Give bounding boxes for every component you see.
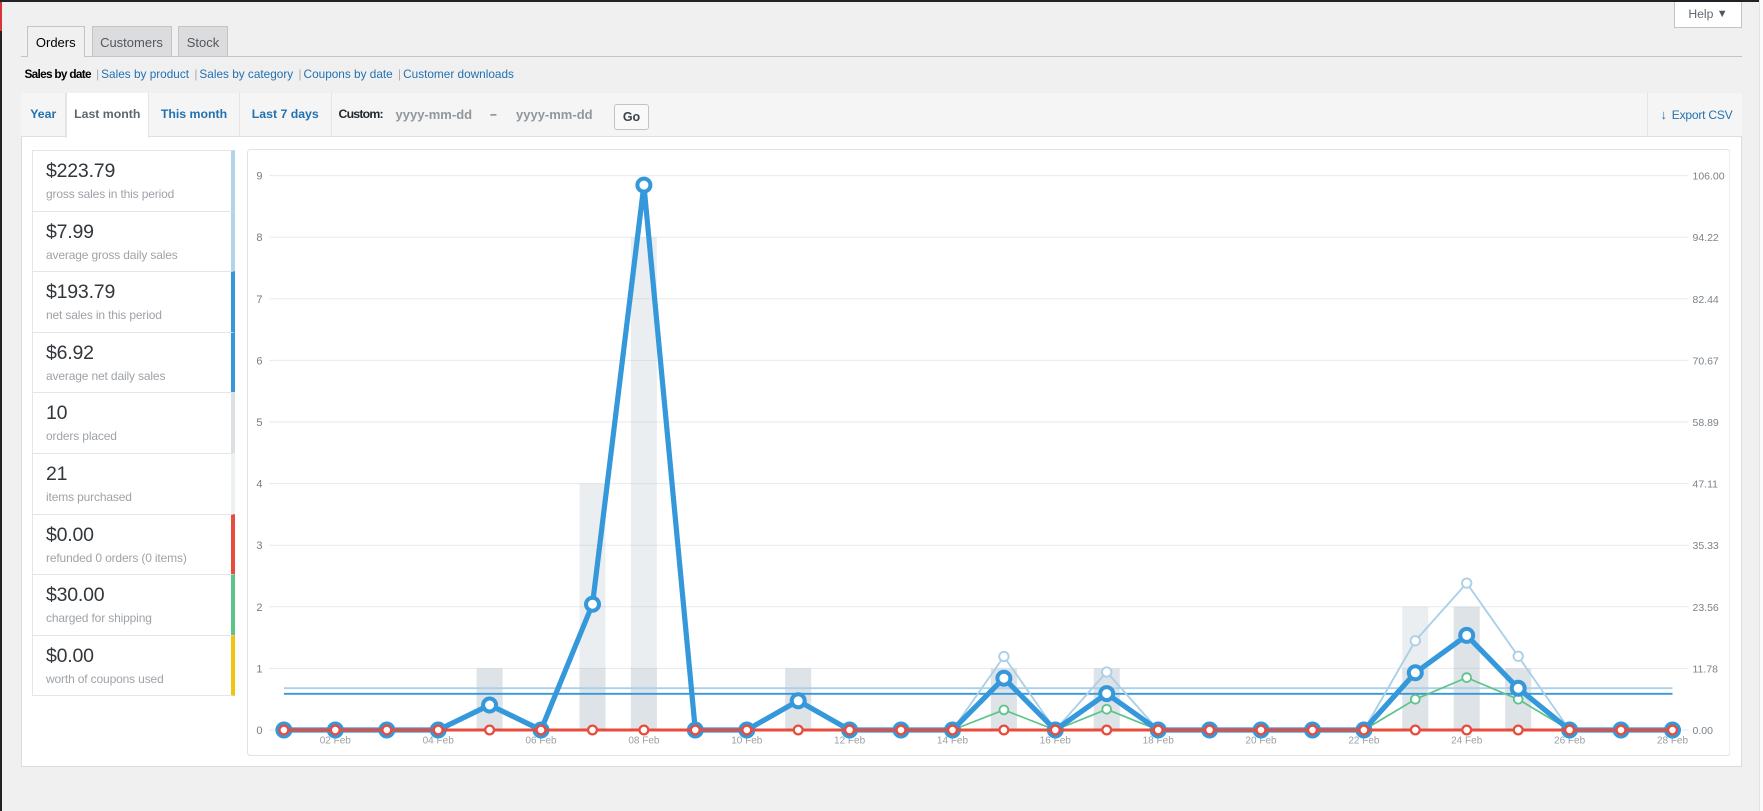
svg-text:58.89: 58.89 [1692, 417, 1718, 429]
svg-text:1: 1 [256, 663, 262, 675]
svg-text:106.00: 106.00 [1692, 171, 1724, 183]
svg-text:02 Feb: 02 Feb [319, 736, 351, 747]
svg-text:2: 2 [256, 602, 262, 614]
svg-text:4: 4 [256, 479, 262, 491]
svg-text:04 Feb: 04 Feb [422, 736, 454, 747]
svg-text:11.78: 11.78 [1692, 663, 1718, 675]
svg-text:8: 8 [256, 232, 262, 244]
svg-text:20 Feb: 20 Feb [1245, 736, 1277, 747]
svg-text:0: 0 [256, 725, 262, 737]
svg-text:12 Feb: 12 Feb [834, 736, 866, 747]
svg-text:3: 3 [256, 540, 262, 552]
svg-text:06 Feb: 06 Feb [525, 736, 557, 747]
svg-text:5: 5 [256, 417, 262, 429]
svg-text:08 Feb: 08 Feb [628, 736, 660, 747]
svg-text:14 Feb: 14 Feb [936, 736, 968, 747]
svg-text:82.44: 82.44 [1692, 294, 1718, 306]
svg-text:7: 7 [256, 294, 262, 306]
svg-text:94.22: 94.22 [1692, 232, 1718, 244]
svg-text:23.56: 23.56 [1692, 602, 1718, 614]
svg-text:35.33: 35.33 [1692, 540, 1718, 552]
svg-text:24 Feb: 24 Feb [1451, 736, 1483, 747]
svg-text:6: 6 [256, 355, 262, 367]
svg-text:70.67: 70.67 [1692, 355, 1718, 367]
svg-text:28 Feb: 28 Feb [1656, 736, 1688, 747]
svg-text:22 Feb: 22 Feb [1348, 736, 1380, 747]
svg-text:9: 9 [256, 171, 262, 183]
svg-text:47.11: 47.11 [1692, 479, 1718, 491]
svg-text:16 Feb: 16 Feb [1039, 736, 1071, 747]
svg-text:10 Feb: 10 Feb [731, 736, 763, 747]
svg-text:0.00: 0.00 [1692, 725, 1713, 737]
svg-text:18 Feb: 18 Feb [1142, 736, 1174, 747]
svg-text:26 Feb: 26 Feb [1554, 736, 1586, 747]
